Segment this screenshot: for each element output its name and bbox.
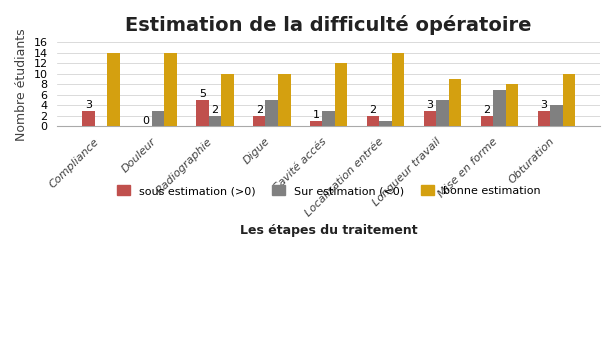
Bar: [253, 116, 266, 126]
Bar: [563, 74, 576, 126]
Bar: [392, 53, 405, 126]
Bar: [481, 116, 493, 126]
Bar: [506, 84, 518, 126]
Text: 2: 2: [483, 105, 491, 115]
Text: 3: 3: [85, 100, 92, 110]
Text: 2: 2: [211, 105, 218, 115]
Bar: [322, 111, 335, 126]
Bar: [196, 100, 208, 126]
Bar: [449, 79, 461, 126]
Y-axis label: Nombre étudiants: Nombre étudiants: [15, 28, 28, 140]
Text: 3: 3: [427, 100, 434, 110]
Title: Estimation de la difficulté opératoire: Estimation de la difficulté opératoire: [125, 15, 532, 35]
Text: 5: 5: [199, 89, 206, 99]
Bar: [278, 74, 290, 126]
Bar: [151, 111, 164, 126]
Bar: [437, 100, 449, 126]
Bar: [367, 116, 379, 126]
Bar: [493, 89, 506, 126]
Text: 3: 3: [541, 100, 547, 110]
X-axis label: Les étapes du traitement: Les étapes du traitement: [240, 224, 418, 237]
Bar: [221, 74, 234, 126]
Bar: [164, 53, 177, 126]
Bar: [550, 105, 563, 126]
Bar: [538, 111, 550, 126]
Bar: [208, 116, 221, 126]
Bar: [379, 121, 392, 126]
Text: 1: 1: [312, 111, 320, 120]
Bar: [424, 111, 437, 126]
Text: 2: 2: [370, 105, 377, 115]
Bar: [266, 100, 278, 126]
Legend: sous estimation (>0), Sur estimation (<0), bonne estimation: sous estimation (>0), Sur estimation (<0…: [112, 181, 546, 201]
Bar: [107, 53, 120, 126]
Bar: [82, 111, 95, 126]
Bar: [310, 121, 322, 126]
Bar: [335, 63, 347, 126]
Text: 0: 0: [142, 115, 149, 126]
Text: 2: 2: [256, 105, 263, 115]
